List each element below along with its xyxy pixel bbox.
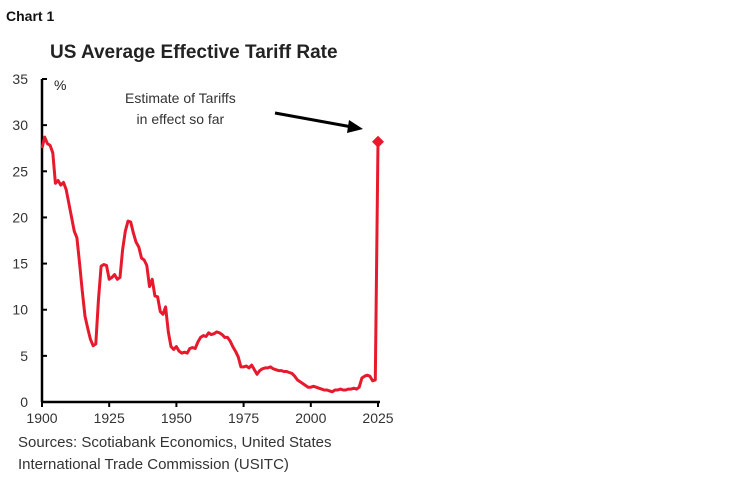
y-tick-label: 20 (12, 209, 28, 225)
annotation-arrow-head (347, 120, 363, 133)
chart-title: US Average Effective Tariff Rate (50, 42, 338, 63)
y-tick-label: 10 (12, 302, 28, 318)
latest-estimate-marker (372, 135, 384, 148)
annotation-line-2: in effect so far (136, 111, 225, 127)
x-tick-label: 1900 (26, 410, 57, 426)
y-tick-label: 30 (12, 117, 28, 133)
x-tick-label: 1950 (161, 410, 192, 426)
annotation-line-1: Estimate of Tariffs (125, 90, 236, 106)
y-tick-label: 15 (12, 256, 28, 272)
y-tick-label: 0 (20, 394, 28, 410)
sources-line-2: International Trade Commission (USITC) (18, 456, 289, 473)
annotation-text: Estimate of Tariffs in effect so far (125, 88, 236, 130)
x-tick-label: 1925 (94, 410, 125, 426)
series-line (40, 135, 380, 394)
sources-note: Sources: Scotiabank Economics, United St… (18, 432, 332, 476)
chart-number-label: Chart 1 (6, 8, 55, 24)
y-axis-unit-label: % (54, 77, 67, 93)
y-tick-label: 25 (12, 163, 28, 179)
sources-line-1: Sources: Scotiabank Economics, United St… (18, 434, 332, 451)
x-tick-label: 1975 (228, 410, 259, 426)
annotation-arrow-shaft (274, 111, 353, 129)
x-tick-label: 2025 (362, 410, 393, 426)
y-tick-label: 35 (12, 71, 28, 87)
y-tick-label: 5 (20, 348, 28, 364)
x-tick-label: 2000 (295, 410, 326, 426)
